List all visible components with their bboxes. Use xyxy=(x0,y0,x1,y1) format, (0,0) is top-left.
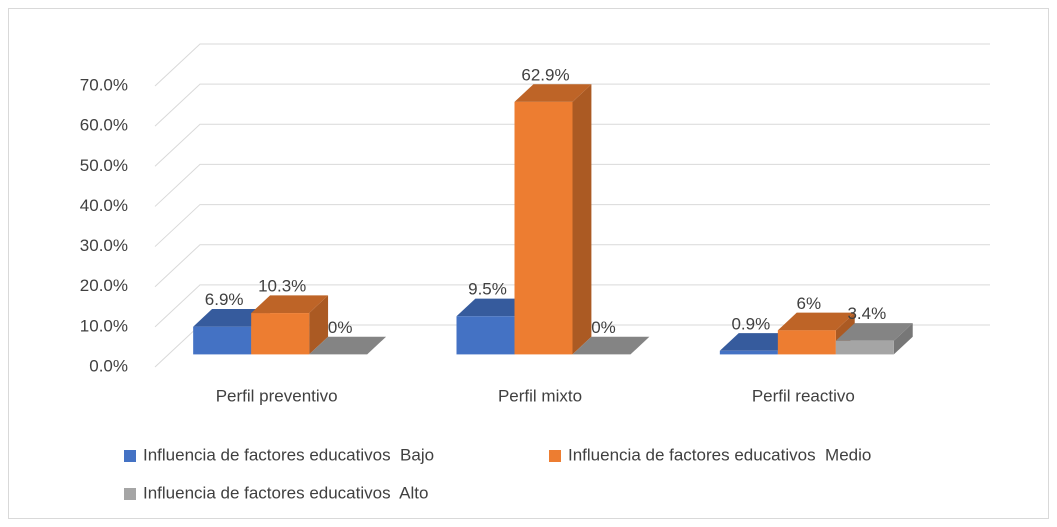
grid-line xyxy=(154,123,990,167)
bar-top xyxy=(835,323,913,341)
y-tick-label: 70.0% xyxy=(80,75,128,94)
data-label: 9.5% xyxy=(468,280,507,299)
y-tick-label: 40.0% xyxy=(80,196,128,215)
bar xyxy=(251,295,329,355)
legend-swatch xyxy=(124,488,136,500)
bar-top xyxy=(251,295,329,314)
grid-line xyxy=(154,244,990,288)
legend-label: Influencia de factores educativos Bajo xyxy=(143,445,434,464)
bar-front xyxy=(835,340,894,355)
x-tick-label: Perfil preventivo xyxy=(216,386,338,405)
grid-line xyxy=(154,43,990,87)
grid-line xyxy=(154,284,990,328)
data-label: 0% xyxy=(591,318,616,337)
x-tick-label: Perfil reactivo xyxy=(752,386,855,405)
bar-front xyxy=(251,313,310,355)
data-label: 3.4% xyxy=(847,304,886,323)
bar xyxy=(514,84,592,355)
bar-front xyxy=(777,330,836,355)
grid-line xyxy=(154,163,990,207)
legend-label: Influencia de factores educativos Alto xyxy=(143,483,428,502)
data-label: 10.3% xyxy=(258,277,306,296)
bar xyxy=(572,336,650,355)
bar-front xyxy=(456,316,515,355)
legend-label: Influencia de factores educativos Medio xyxy=(568,445,871,464)
legend-swatch xyxy=(124,450,136,462)
bar xyxy=(835,323,913,355)
data-label: 0% xyxy=(328,318,353,337)
y-tick-label: 20.0% xyxy=(80,276,128,295)
bar-top xyxy=(719,333,797,351)
grid-line xyxy=(154,83,990,127)
legend-swatch xyxy=(549,450,561,462)
y-tick-label: 50.0% xyxy=(80,156,128,175)
bar-side xyxy=(893,323,913,355)
bar-front xyxy=(719,350,778,355)
grid-line xyxy=(154,204,990,247)
bar-front xyxy=(514,101,573,355)
data-label: 6% xyxy=(797,294,822,313)
data-label: 62.9% xyxy=(521,65,569,84)
bar-side xyxy=(309,295,329,355)
data-label: 0.9% xyxy=(731,314,770,333)
bar-top xyxy=(456,298,534,317)
data-label: 6.9% xyxy=(205,290,244,309)
bar-top xyxy=(193,309,271,327)
bar xyxy=(309,336,387,355)
bar-side xyxy=(572,84,592,355)
y-tick-label: 10.0% xyxy=(80,316,128,335)
bar-top xyxy=(309,336,387,355)
bar-front xyxy=(193,326,252,355)
y-tick-label: 0.0% xyxy=(89,356,128,375)
x-tick-label: Perfil mixto xyxy=(498,386,582,405)
y-tick-label: 60.0% xyxy=(80,116,128,135)
y-tick-label: 30.0% xyxy=(80,236,128,255)
bar-top xyxy=(777,312,855,331)
bar-top xyxy=(514,84,592,102)
bar-top xyxy=(572,336,650,355)
